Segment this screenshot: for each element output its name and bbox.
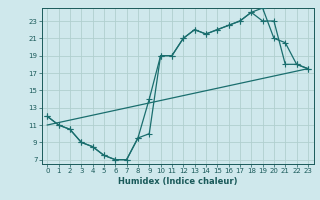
X-axis label: Humidex (Indice chaleur): Humidex (Indice chaleur) xyxy=(118,177,237,186)
